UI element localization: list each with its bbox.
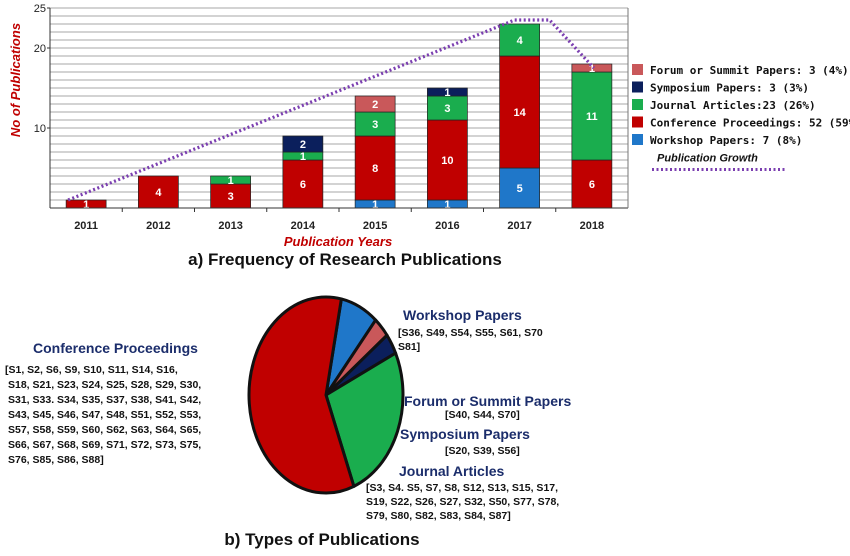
pie-slices: [247, 295, 405, 495]
grid-lines: [50, 7, 628, 201]
pie-slice-label: Conference Proceedings: [33, 340, 198, 356]
bar-value-label: 3: [228, 191, 234, 203]
bar-segment: [499, 55, 540, 169]
x-axis-label: Publication Years: [284, 234, 392, 249]
x-tick-label: 2012: [146, 220, 170, 232]
bar-value-label: 5: [517, 183, 523, 195]
bar-value-label: 1: [589, 63, 595, 75]
pie-slice-label: Journal Articles: [399, 463, 505, 479]
x-tick-label: 2015: [363, 220, 387, 232]
x-tick-label: 2011: [74, 220, 98, 232]
bar-segment: [571, 71, 613, 161]
bar-value-label: 1: [83, 199, 89, 211]
pie-chart: Workshop Papers [S36, S49, S54, S55, S61,…: [5, 295, 571, 549]
x-tick-label: 2017: [507, 220, 531, 232]
bar-segment: [210, 175, 251, 185]
pie-slice-label: Symposium Papers: [400, 426, 530, 442]
bar-value-label: 2: [300, 139, 306, 151]
legend: Forum or Summit Papers: 3 (4%) Symposium …: [632, 64, 850, 171]
growth-line: [67, 18, 596, 202]
bar-value-label: 1: [444, 199, 450, 211]
legend-swatch: [632, 81, 643, 93]
legend-label: Conference Proceedings: 52 (59%): [650, 117, 850, 130]
legend-label: Symposium Papers: 3 (3%): [650, 82, 809, 95]
legend-label: Publication Growth: [657, 153, 758, 165]
bar-value-label: 10: [441, 155, 453, 167]
x-tick-label: 2016: [435, 220, 459, 232]
legend-swatch: [632, 99, 643, 110]
bar-value-label: 4: [517, 35, 524, 47]
bar-value-label: 2: [372, 99, 378, 111]
pie-study-list-line: S81]: [398, 341, 420, 353]
growth-line-path: [67, 18, 596, 202]
bar-chart-title: a) Frequency of Research Publications: [188, 250, 502, 269]
pie-study-list-line: S79, S80, S82, S83, S84, S87]: [366, 510, 511, 522]
bar-value-label: 4: [155, 187, 162, 199]
bar-segment: [138, 175, 179, 209]
pie-study-list-line: [S1, S2, S6, S9, S10, S11, S14, S16,: [5, 364, 178, 376]
pie-slice-label: Workshop Papers: [403, 307, 522, 323]
pie-study-list-line: S43, S45, S46, S47, S48, S51, S52, S53,: [8, 409, 201, 421]
pie-study-list-line: [S3, S4. S5, S7, S8, S12, S13, S15, S17,: [366, 482, 558, 494]
legend-label: Workshop Papers: 7 (8%): [650, 134, 802, 147]
pie-study-list-line: [S20, S39, S56]: [445, 445, 520, 457]
pie-study-list-line: [S36, S49, S54, S55, S61, S70: [398, 327, 543, 339]
legend-swatch: [632, 134, 643, 145]
bar-value-label: 14: [514, 107, 527, 119]
bar-segment: [571, 159, 613, 209]
pie-chart-title: b) Types of Publications: [224, 530, 419, 549]
bar-value-label: 6: [589, 179, 595, 191]
bar-segment: [427, 87, 468, 97]
pie-study-list-line: S31, S33. S34, S35, S37, S38, S41, S42,: [8, 394, 201, 406]
bar-segment: [499, 167, 540, 209]
pie-study-list-line: [S40, S44, S70]: [445, 409, 520, 421]
y-axis-label: No of Publications: [8, 23, 23, 137]
bar-value-label: 8: [372, 163, 378, 175]
y-tick-label: 10: [34, 123, 46, 135]
pie-slice-label: Forum or Summit Papers: [404, 393, 571, 409]
y-tick-label: 25: [34, 3, 46, 15]
bar-value-label: 6: [300, 179, 306, 191]
pie-slice: [247, 295, 356, 495]
pie-study-list-line: S19, S22, S26, S27, S32, S50, S77, S78,: [366, 496, 559, 508]
bar-segment: [282, 135, 324, 153]
bar-value-label: 11: [586, 111, 598, 123]
pie-study-list-line: S76, S85, S86, S88]: [8, 454, 104, 466]
legend-swatch: [632, 64, 643, 75]
legend-label: Forum or Summit Papers: 3 (4%): [650, 64, 849, 77]
bar-value-label: 1: [228, 175, 234, 187]
pie-labels: Workshop Papers [S36, S49, S54, S55, S61,…: [5, 307, 571, 522]
y-tick-label: 20: [34, 43, 46, 55]
x-tick-label: 2014: [291, 220, 316, 232]
bar-value-label: 3: [372, 119, 378, 131]
bar-segment: [354, 95, 396, 113]
bar-segment: [499, 23, 540, 57]
bar-value-label: 1: [372, 199, 378, 211]
legend-swatch: [632, 116, 643, 128]
pie-study-list-line: S66, S67, S68, S69, S71, S72, S73, S75,: [8, 439, 201, 451]
x-tick-label: 2018: [580, 220, 604, 232]
bar-segment: [354, 111, 396, 137]
bar-value-label: 1: [300, 151, 306, 163]
x-tick-label: 2013: [218, 220, 242, 232]
pie-study-list-line: S18, S21, S23, S24, S25, S28, S29, S30,: [8, 379, 201, 391]
bar-value-label: 3: [444, 103, 450, 115]
bar-segment: [427, 95, 468, 121]
bar-value-label: 1: [444, 87, 450, 99]
bar-segment: [354, 135, 396, 201]
bar-segment: [427, 119, 468, 201]
pie-study-list-line: S57, S58, S59, S60, S62, S63, S64, S65,: [8, 424, 201, 436]
legend-label: Journal Articles:23 (26%): [650, 99, 816, 112]
